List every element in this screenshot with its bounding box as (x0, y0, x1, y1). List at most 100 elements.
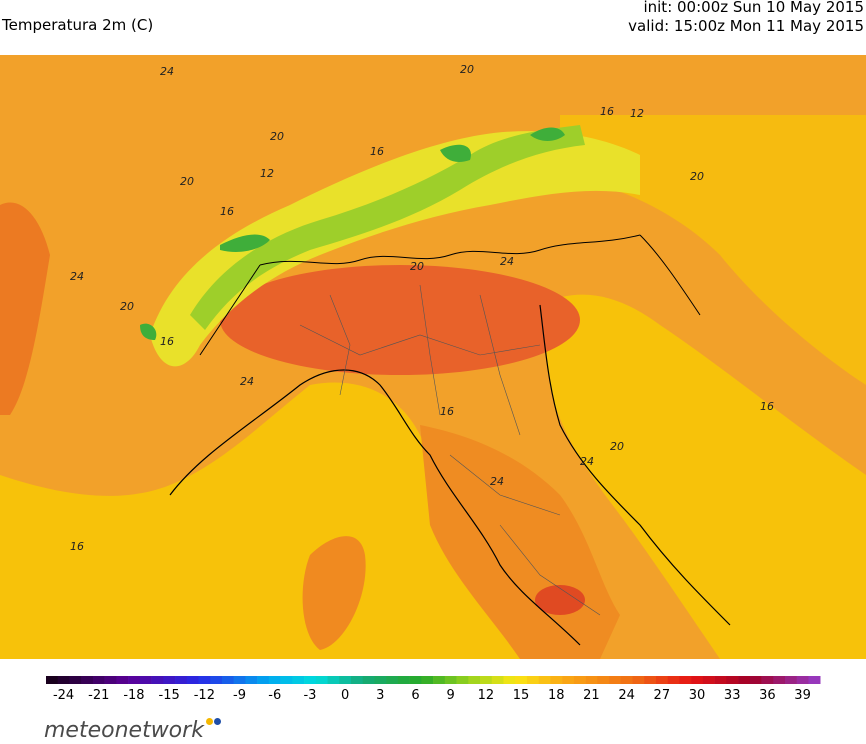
colorbar-tick-label: 9 (447, 688, 455, 703)
colorbar-swatch (726, 676, 739, 684)
colorbar-swatch (773, 676, 786, 684)
map: 24 20 16 12 20 16 12 24 20 24 16 20 24 16 20 24 16 20 16 20… (0, 55, 866, 659)
contour-label: 24 (240, 375, 254, 388)
west-warm (0, 202, 50, 415)
contour-label: 20 (270, 130, 284, 143)
contour-label: 20 (610, 440, 624, 453)
colorbar-swatch (515, 676, 528, 684)
colorbar-tick-label: 27 (654, 688, 671, 703)
contour-label: 16 (760, 400, 774, 413)
colorbar-swatch (667, 676, 680, 684)
valid-time: valid: 15:00z Mon 11 May 2015 (628, 17, 864, 35)
colorbar-swatch (245, 676, 258, 684)
borders (199, 234, 701, 356)
colorbar-swatch (761, 676, 774, 684)
colorbar-swatch (374, 676, 387, 684)
colorbar-swatch (691, 676, 704, 684)
colorbar-swatch (233, 676, 246, 684)
hot-spot (535, 585, 585, 615)
colorbar-swatch (128, 676, 141, 684)
colorbar-swatch (714, 676, 727, 684)
colorbar-swatch (116, 676, 129, 684)
colorbar-tick-label: 39 (794, 688, 811, 703)
alps-yellow (150, 131, 640, 367)
colorbar-swatch (609, 676, 622, 684)
colorbar-tick-label: 36 (759, 688, 776, 703)
contour-label: 20 (460, 63, 474, 76)
contour-label: 12 (260, 167, 274, 180)
colorbar-tick-label: 0 (341, 688, 349, 703)
contour-label: 12 (630, 107, 644, 120)
init-time: init: 00:00z Sun 10 May 2015 (643, 0, 864, 16)
colorbar-swatch (409, 676, 422, 684)
colorbar-tick-label: -15 (159, 688, 180, 703)
alps-green (190, 125, 585, 330)
colorbar: -24 -21 -18 -15 -12 -9 -6 -3 0 3 6 9 12 15 18 21 24 27 30 3… (46, 676, 821, 703)
colorbar-swatch (562, 676, 575, 684)
corsica (302, 536, 366, 650)
colorbar-swatch (397, 676, 410, 684)
contour-label: 16 (370, 145, 384, 158)
colorbar-swatch (620, 676, 633, 684)
colorbar-swatch (679, 676, 692, 684)
colorbar-tick-label: -12 (194, 688, 215, 703)
colorbar-swatch (46, 676, 59, 684)
contour-label: 20 (120, 300, 134, 313)
colorbar-swatch (57, 676, 70, 684)
colorbar-tick-label: 21 (583, 688, 600, 703)
po-valley (220, 265, 580, 375)
colorbar-swatch (210, 676, 223, 684)
contour-label: 24 (580, 455, 594, 468)
colorbar-swatch (104, 676, 117, 684)
coastline (169, 369, 581, 646)
colorbar-swatch (350, 676, 364, 684)
colorbar-swatch (421, 676, 434, 684)
colorbar-swatch (550, 676, 563, 684)
colorbar-swatch (808, 676, 821, 684)
colorbar-tick-label: 15 (513, 688, 530, 703)
colorbar-swatch (632, 676, 645, 684)
colorbar-swatch (433, 676, 446, 684)
colorbar-swatch (304, 676, 317, 684)
colorbar-swatch (81, 676, 94, 684)
colorbar-swatch (292, 676, 305, 684)
colorbar-swatch (444, 676, 457, 684)
contour-label: 16 (160, 335, 174, 348)
colorbar-tick-label: -24 (53, 688, 74, 703)
colorbar-tick-label: 12 (478, 688, 495, 703)
contour-label: 16 (220, 205, 234, 218)
colorbar-swatch (386, 676, 399, 684)
colorbar-swatch (738, 676, 751, 684)
colorbar-swatch (749, 676, 762, 684)
colorbar-swatch (327, 676, 340, 684)
contour-label: 16 (440, 405, 454, 418)
colorbar-swatch (503, 676, 516, 684)
colorbar-swatch (163, 676, 176, 684)
contour-label: 20 (180, 175, 194, 188)
colorbar-swatch (644, 676, 657, 684)
colorbar-tick-label: 24 (618, 688, 635, 703)
colorbar-swatch (526, 676, 539, 684)
colorbar-swatch (480, 676, 493, 684)
colorbar-swatch (456, 676, 469, 684)
contour-label: 20 (690, 170, 704, 183)
colorbar-tick-label: -21 (88, 688, 109, 703)
sea (0, 382, 600, 659)
colorbar-swatch (268, 676, 281, 684)
logo-text: meteonetwork (44, 718, 204, 743)
colorbar-swatch (151, 676, 164, 684)
colorbar-swatch (784, 676, 798, 684)
contour-label: 24 (160, 65, 174, 78)
coastline-east (539, 304, 731, 626)
colorbar-swatch (468, 676, 481, 684)
colorbar-swatch (186, 676, 199, 684)
regional-borders (299, 284, 601, 616)
colorbar-swatch (796, 676, 809, 684)
colorbar-swatch (538, 676, 551, 684)
contour-label: 24 (500, 255, 514, 268)
colorbar-swatch (655, 676, 668, 684)
colorbar-tick-label: -18 (123, 688, 144, 703)
colorbar-swatch (573, 676, 586, 684)
colorbar-tick-label: 33 (724, 688, 741, 703)
